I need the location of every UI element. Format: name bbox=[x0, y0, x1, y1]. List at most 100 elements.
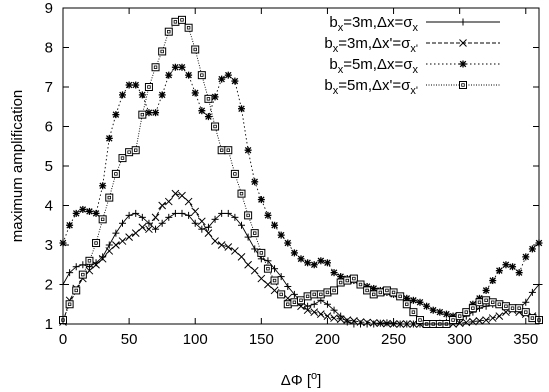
data-point-star bbox=[304, 259, 312, 267]
data-point-star bbox=[337, 273, 345, 281]
data-point-cross bbox=[363, 318, 371, 327]
data-point-plus bbox=[528, 288, 536, 296]
x-tick-label: 0 bbox=[59, 331, 67, 348]
data-point-star bbox=[495, 267, 503, 275]
data-point-square bbox=[72, 286, 81, 295]
data-point-star bbox=[459, 60, 467, 68]
data-point-star bbox=[112, 111, 120, 119]
data-point-square bbox=[85, 256, 94, 265]
data-point-star bbox=[284, 239, 292, 247]
data-point-plus bbox=[171, 209, 179, 217]
data-point-cross bbox=[475, 316, 484, 325]
x-axis-label: ΔΦ [o] bbox=[281, 370, 322, 389]
data-point-square bbox=[118, 154, 127, 163]
data-point-square bbox=[343, 276, 352, 285]
series-line bbox=[62, 212, 540, 325]
data-point-star bbox=[244, 146, 252, 154]
series-layer bbox=[59, 15, 543, 328]
data-point-star bbox=[330, 269, 338, 277]
data-point-plus bbox=[383, 319, 391, 327]
data-point-square bbox=[111, 169, 120, 178]
data-point-star bbox=[125, 81, 133, 89]
data-point-square bbox=[468, 304, 477, 313]
data-point-star bbox=[264, 211, 272, 219]
data-point-square bbox=[144, 83, 153, 91]
data-point-square bbox=[191, 45, 200, 54]
data-point-plus bbox=[522, 298, 530, 306]
data-point-star bbox=[145, 109, 153, 117]
x-tick-label: 50 bbox=[121, 331, 138, 348]
data-point-square bbox=[409, 308, 418, 317]
data-point-cross bbox=[459, 39, 467, 47]
data-point-square bbox=[349, 274, 358, 283]
data-point-square bbox=[270, 276, 279, 285]
data-point-plus bbox=[459, 18, 467, 26]
data-point-plus bbox=[323, 300, 331, 308]
data-point-star bbox=[238, 105, 245, 113]
data-point-cross bbox=[164, 197, 173, 206]
data-point-plus bbox=[145, 219, 153, 227]
data-point-plus bbox=[198, 225, 206, 233]
data-point-cross bbox=[336, 315, 345, 324]
y-tick-label: 4 bbox=[45, 198, 53, 215]
data-point-plus bbox=[66, 269, 74, 277]
data-point-plus bbox=[284, 282, 292, 290]
data-point-star bbox=[138, 91, 146, 99]
data-point-square bbox=[455, 312, 464, 321]
data-point-plus bbox=[132, 209, 140, 217]
data-point-cross bbox=[224, 243, 233, 251]
data-point-square bbox=[521, 308, 530, 317]
data-point-plus bbox=[112, 229, 120, 237]
data-point-star bbox=[99, 182, 107, 190]
data-point-square bbox=[277, 290, 286, 299]
data-point-square bbox=[257, 248, 266, 257]
data-point-plus bbox=[337, 312, 345, 320]
data-point-plus bbox=[271, 265, 279, 273]
data-point-square bbox=[217, 146, 226, 155]
data-point-square bbox=[389, 288, 398, 297]
data-point-star bbox=[204, 113, 212, 121]
data-point-star bbox=[105, 134, 113, 142]
y-tick-label: 6 bbox=[45, 119, 53, 136]
data-point-plus bbox=[165, 213, 173, 221]
data-point-cross bbox=[264, 280, 272, 289]
data-point-square bbox=[197, 71, 206, 80]
data-point-square bbox=[237, 189, 246, 198]
data-point-cross bbox=[310, 308, 319, 317]
data-point-square bbox=[297, 296, 305, 305]
legend-label: bx=3m,Δx=σx bbox=[329, 14, 418, 34]
data-point-plus bbox=[218, 209, 226, 217]
y-tick-label: 3 bbox=[45, 237, 53, 254]
data-point-cross bbox=[257, 274, 266, 283]
data-point-square bbox=[369, 290, 378, 299]
x-tick-label: 150 bbox=[249, 331, 274, 348]
data-point-cross bbox=[330, 314, 338, 322]
data-point-star bbox=[290, 249, 298, 257]
data-point-cross bbox=[455, 319, 464, 328]
data-point-star bbox=[436, 308, 444, 316]
data-point-cross bbox=[171, 189, 180, 198]
data-point-star bbox=[119, 91, 126, 99]
data-point-square bbox=[356, 280, 365, 289]
data-point-cross bbox=[376, 319, 385, 328]
data-point-square bbox=[416, 316, 424, 325]
data-point-cross bbox=[217, 241, 226, 249]
data-point-square bbox=[98, 215, 107, 224]
data-point-star bbox=[416, 298, 424, 306]
data-point-square bbox=[105, 193, 114, 202]
series-3 bbox=[59, 63, 543, 320]
data-point-plus bbox=[125, 211, 133, 219]
x-tick-label: 350 bbox=[513, 331, 538, 348]
data-point-square bbox=[475, 298, 484, 307]
plot-frame bbox=[62, 7, 540, 325]
data-point-star bbox=[409, 296, 417, 304]
data-point-cross bbox=[250, 266, 259, 275]
data-point-square bbox=[330, 286, 339, 295]
data-point-star bbox=[171, 63, 179, 71]
data-point-plus bbox=[290, 290, 298, 298]
data-point-square bbox=[336, 278, 345, 287]
data-point-cross bbox=[197, 217, 206, 226]
data-point-plus bbox=[204, 223, 212, 231]
data-point-plus bbox=[105, 241, 113, 249]
data-point-star bbox=[528, 245, 536, 253]
